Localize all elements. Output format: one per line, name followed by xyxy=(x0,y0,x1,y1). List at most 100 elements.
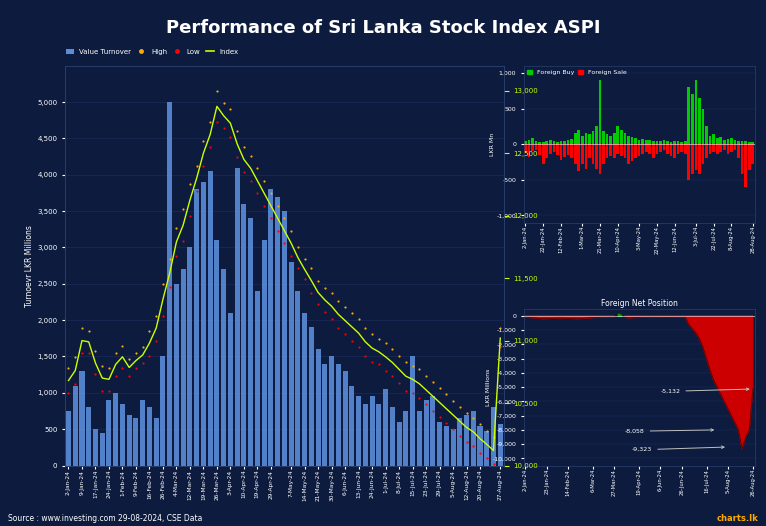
Point xyxy=(62,364,74,372)
Point xyxy=(116,364,129,372)
Bar xyxy=(656,141,658,144)
Point xyxy=(487,432,499,441)
Bar xyxy=(673,144,676,158)
Bar xyxy=(147,407,152,466)
Bar xyxy=(282,211,287,466)
Point xyxy=(237,168,250,176)
Bar xyxy=(634,144,637,158)
Bar xyxy=(248,218,254,466)
Bar xyxy=(688,87,690,144)
Bar xyxy=(748,144,751,170)
Bar xyxy=(627,136,630,144)
Text: -5,132: -5,132 xyxy=(660,388,749,394)
Bar xyxy=(591,144,594,164)
Bar xyxy=(498,424,502,466)
Bar xyxy=(140,400,146,466)
Point xyxy=(407,361,419,370)
Bar xyxy=(581,144,584,164)
Bar xyxy=(617,126,619,144)
Bar xyxy=(712,144,715,152)
Bar xyxy=(100,433,105,466)
Bar xyxy=(181,269,185,466)
Bar xyxy=(620,144,623,156)
Bar xyxy=(484,431,489,466)
Bar xyxy=(567,140,569,144)
Point xyxy=(170,224,182,232)
Bar xyxy=(289,262,293,466)
Bar xyxy=(560,144,562,160)
Point xyxy=(116,341,129,350)
Bar xyxy=(349,386,355,466)
Bar xyxy=(737,144,740,158)
Bar xyxy=(574,134,577,144)
Bar xyxy=(695,144,697,170)
Point xyxy=(170,251,182,260)
Bar xyxy=(723,144,725,150)
Point xyxy=(345,309,358,317)
Bar xyxy=(464,414,469,466)
Point xyxy=(407,389,419,397)
Bar xyxy=(457,418,463,466)
Bar xyxy=(666,141,669,144)
Point xyxy=(332,324,345,332)
Point xyxy=(265,189,277,197)
Point xyxy=(299,275,311,284)
Bar xyxy=(613,133,616,144)
Bar xyxy=(316,349,321,466)
Text: Source : www.investing.com 29-08-2024, CSE Data: Source : www.investing.com 29-08-2024, C… xyxy=(8,514,202,523)
Point xyxy=(69,352,81,361)
Bar xyxy=(709,136,712,144)
Point xyxy=(198,136,210,145)
Point xyxy=(319,308,331,316)
Point xyxy=(366,358,378,366)
Bar xyxy=(656,144,658,154)
Bar xyxy=(471,411,476,466)
Point xyxy=(143,351,155,360)
Bar xyxy=(606,144,608,158)
Bar xyxy=(748,141,751,144)
Bar xyxy=(669,141,673,144)
Bar xyxy=(617,144,619,154)
Bar xyxy=(437,422,442,466)
Text: charts.lk: charts.lk xyxy=(716,514,758,523)
Point xyxy=(143,326,155,335)
Point xyxy=(434,384,446,392)
Bar xyxy=(745,144,747,187)
Bar xyxy=(450,429,456,466)
Bar xyxy=(73,386,78,466)
Bar xyxy=(659,144,662,152)
Bar xyxy=(719,144,722,152)
Bar xyxy=(376,404,381,466)
Bar xyxy=(390,407,394,466)
Bar xyxy=(556,144,558,155)
Point xyxy=(157,311,169,320)
Bar xyxy=(528,144,530,157)
Point xyxy=(447,397,459,405)
Point xyxy=(258,177,270,185)
Bar xyxy=(734,144,736,150)
Bar xyxy=(716,138,719,144)
Point xyxy=(305,289,317,297)
Bar xyxy=(698,144,701,174)
Legend: Value Turnover, High, Low, Index: Value Turnover, High, Low, Index xyxy=(64,47,241,56)
Bar xyxy=(133,418,139,466)
Bar xyxy=(241,204,247,466)
Bar xyxy=(556,141,558,144)
Bar xyxy=(673,141,676,144)
Bar xyxy=(268,189,273,466)
Bar xyxy=(716,144,719,154)
Point xyxy=(244,151,257,160)
Bar xyxy=(113,393,118,466)
Bar xyxy=(726,139,729,144)
Point xyxy=(352,315,365,323)
Bar xyxy=(302,313,307,466)
Point xyxy=(191,161,203,170)
Bar xyxy=(552,144,555,152)
Point xyxy=(96,387,108,395)
Point xyxy=(271,227,283,235)
Bar xyxy=(726,144,729,154)
Bar xyxy=(584,144,588,169)
Point xyxy=(305,264,317,272)
Bar xyxy=(599,80,601,144)
Bar xyxy=(610,136,612,144)
